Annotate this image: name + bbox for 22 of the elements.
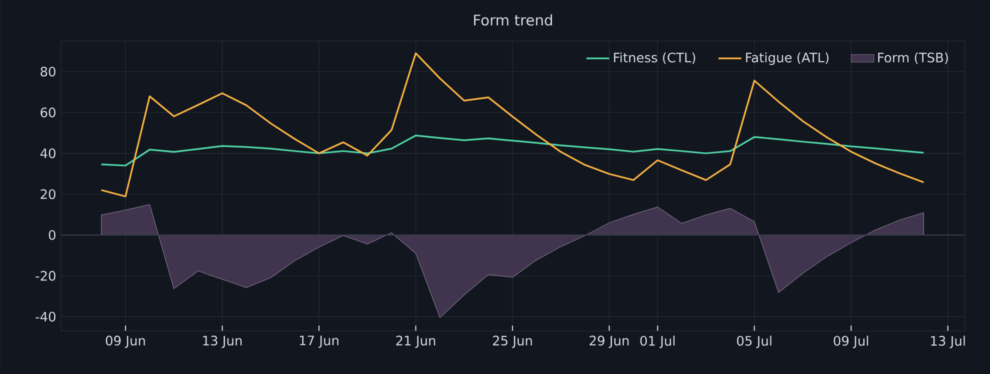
- x-tick-label: 25 Jun: [492, 336, 532, 348]
- x-tick-label: 21 Jun: [396, 336, 436, 348]
- x-tick-label: 01 Jul: [640, 336, 675, 348]
- y-tick-label: 20: [40, 189, 56, 200]
- legend-label: Fitness (CTL): [614, 52, 696, 64]
- x-tick-label: 13 Jun: [203, 336, 242, 348]
- x-tick-label: 29 Jun: [590, 336, 629, 348]
- y-tick-label: 0: [48, 230, 56, 240]
- chart-title: Form trend: [474, 14, 552, 26]
- y-tick-label: 40: [40, 148, 56, 158]
- legend-label: Fatigue (ATL): [746, 52, 828, 65]
- x-tick-label: 05 Jul: [737, 336, 772, 348]
- y-tick-label: -40: [36, 312, 56, 322]
- x-tick-label: 09 Jul: [834, 336, 868, 348]
- line-series: [100, 134, 925, 166]
- y-tick-label: 60: [40, 108, 56, 118]
- x-tick-label: 13 Jul: [931, 336, 965, 348]
- legend-label: Form (TSB): [878, 52, 948, 64]
- y-tick-label: -20: [36, 270, 56, 281]
- x-tick-label: 09 Jun: [106, 336, 145, 348]
- y-tick-label: 80: [40, 66, 56, 77]
- x-tick-label: 17 Jun: [300, 336, 338, 348]
